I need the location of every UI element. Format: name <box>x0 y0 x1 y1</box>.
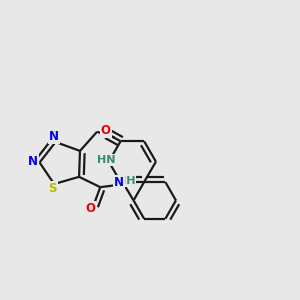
Text: N: N <box>49 130 59 143</box>
Text: O: O <box>85 202 95 215</box>
Text: N: N <box>28 155 38 168</box>
Text: O: O <box>101 124 111 137</box>
Text: S: S <box>48 182 57 195</box>
Text: N: N <box>114 176 124 188</box>
Text: HN: HN <box>97 155 116 165</box>
Text: NH: NH <box>117 176 135 186</box>
